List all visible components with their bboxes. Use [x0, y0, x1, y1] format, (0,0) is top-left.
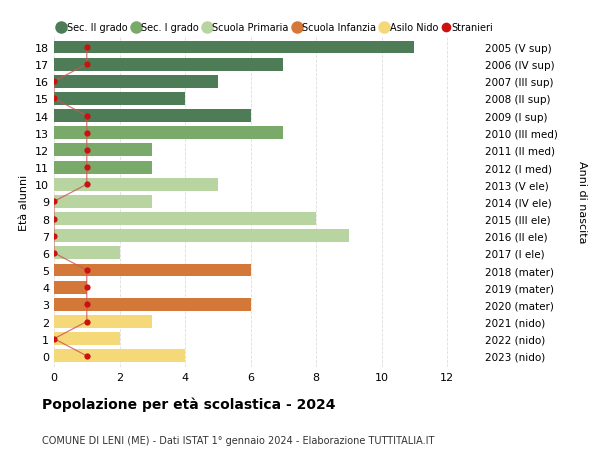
Bar — [54, 76, 218, 89]
Text: Popolazione per età scolastica - 2024: Popolazione per età scolastica - 2024 — [42, 396, 335, 411]
Y-axis label: Anni di nascita: Anni di nascita — [577, 161, 587, 243]
Bar — [54, 281, 87, 294]
Bar — [54, 161, 152, 174]
Bar — [54, 298, 251, 311]
Bar — [54, 315, 152, 328]
Bar — [54, 247, 119, 260]
Bar — [54, 93, 185, 106]
Text: COMUNE DI LENI (ME) - Dati ISTAT 1° gennaio 2024 - Elaborazione TUTTITALIA.IT: COMUNE DI LENI (ME) - Dati ISTAT 1° genn… — [42, 435, 434, 445]
Legend: Sec. II grado, Sec. I grado, Scuola Primaria, Scuola Infanzia, Asilo Nido, Stran: Sec. II grado, Sec. I grado, Scuola Prim… — [59, 23, 494, 34]
Bar — [54, 332, 119, 345]
Bar — [54, 144, 152, 157]
Bar — [54, 350, 185, 363]
Y-axis label: Età alunni: Età alunni — [19, 174, 29, 230]
Bar — [54, 59, 283, 72]
Bar — [54, 179, 218, 191]
Bar — [54, 196, 152, 208]
Bar — [54, 213, 316, 225]
Bar — [54, 127, 283, 140]
Bar — [54, 230, 349, 243]
Bar — [54, 110, 251, 123]
Bar — [54, 264, 251, 277]
Bar — [54, 41, 415, 54]
